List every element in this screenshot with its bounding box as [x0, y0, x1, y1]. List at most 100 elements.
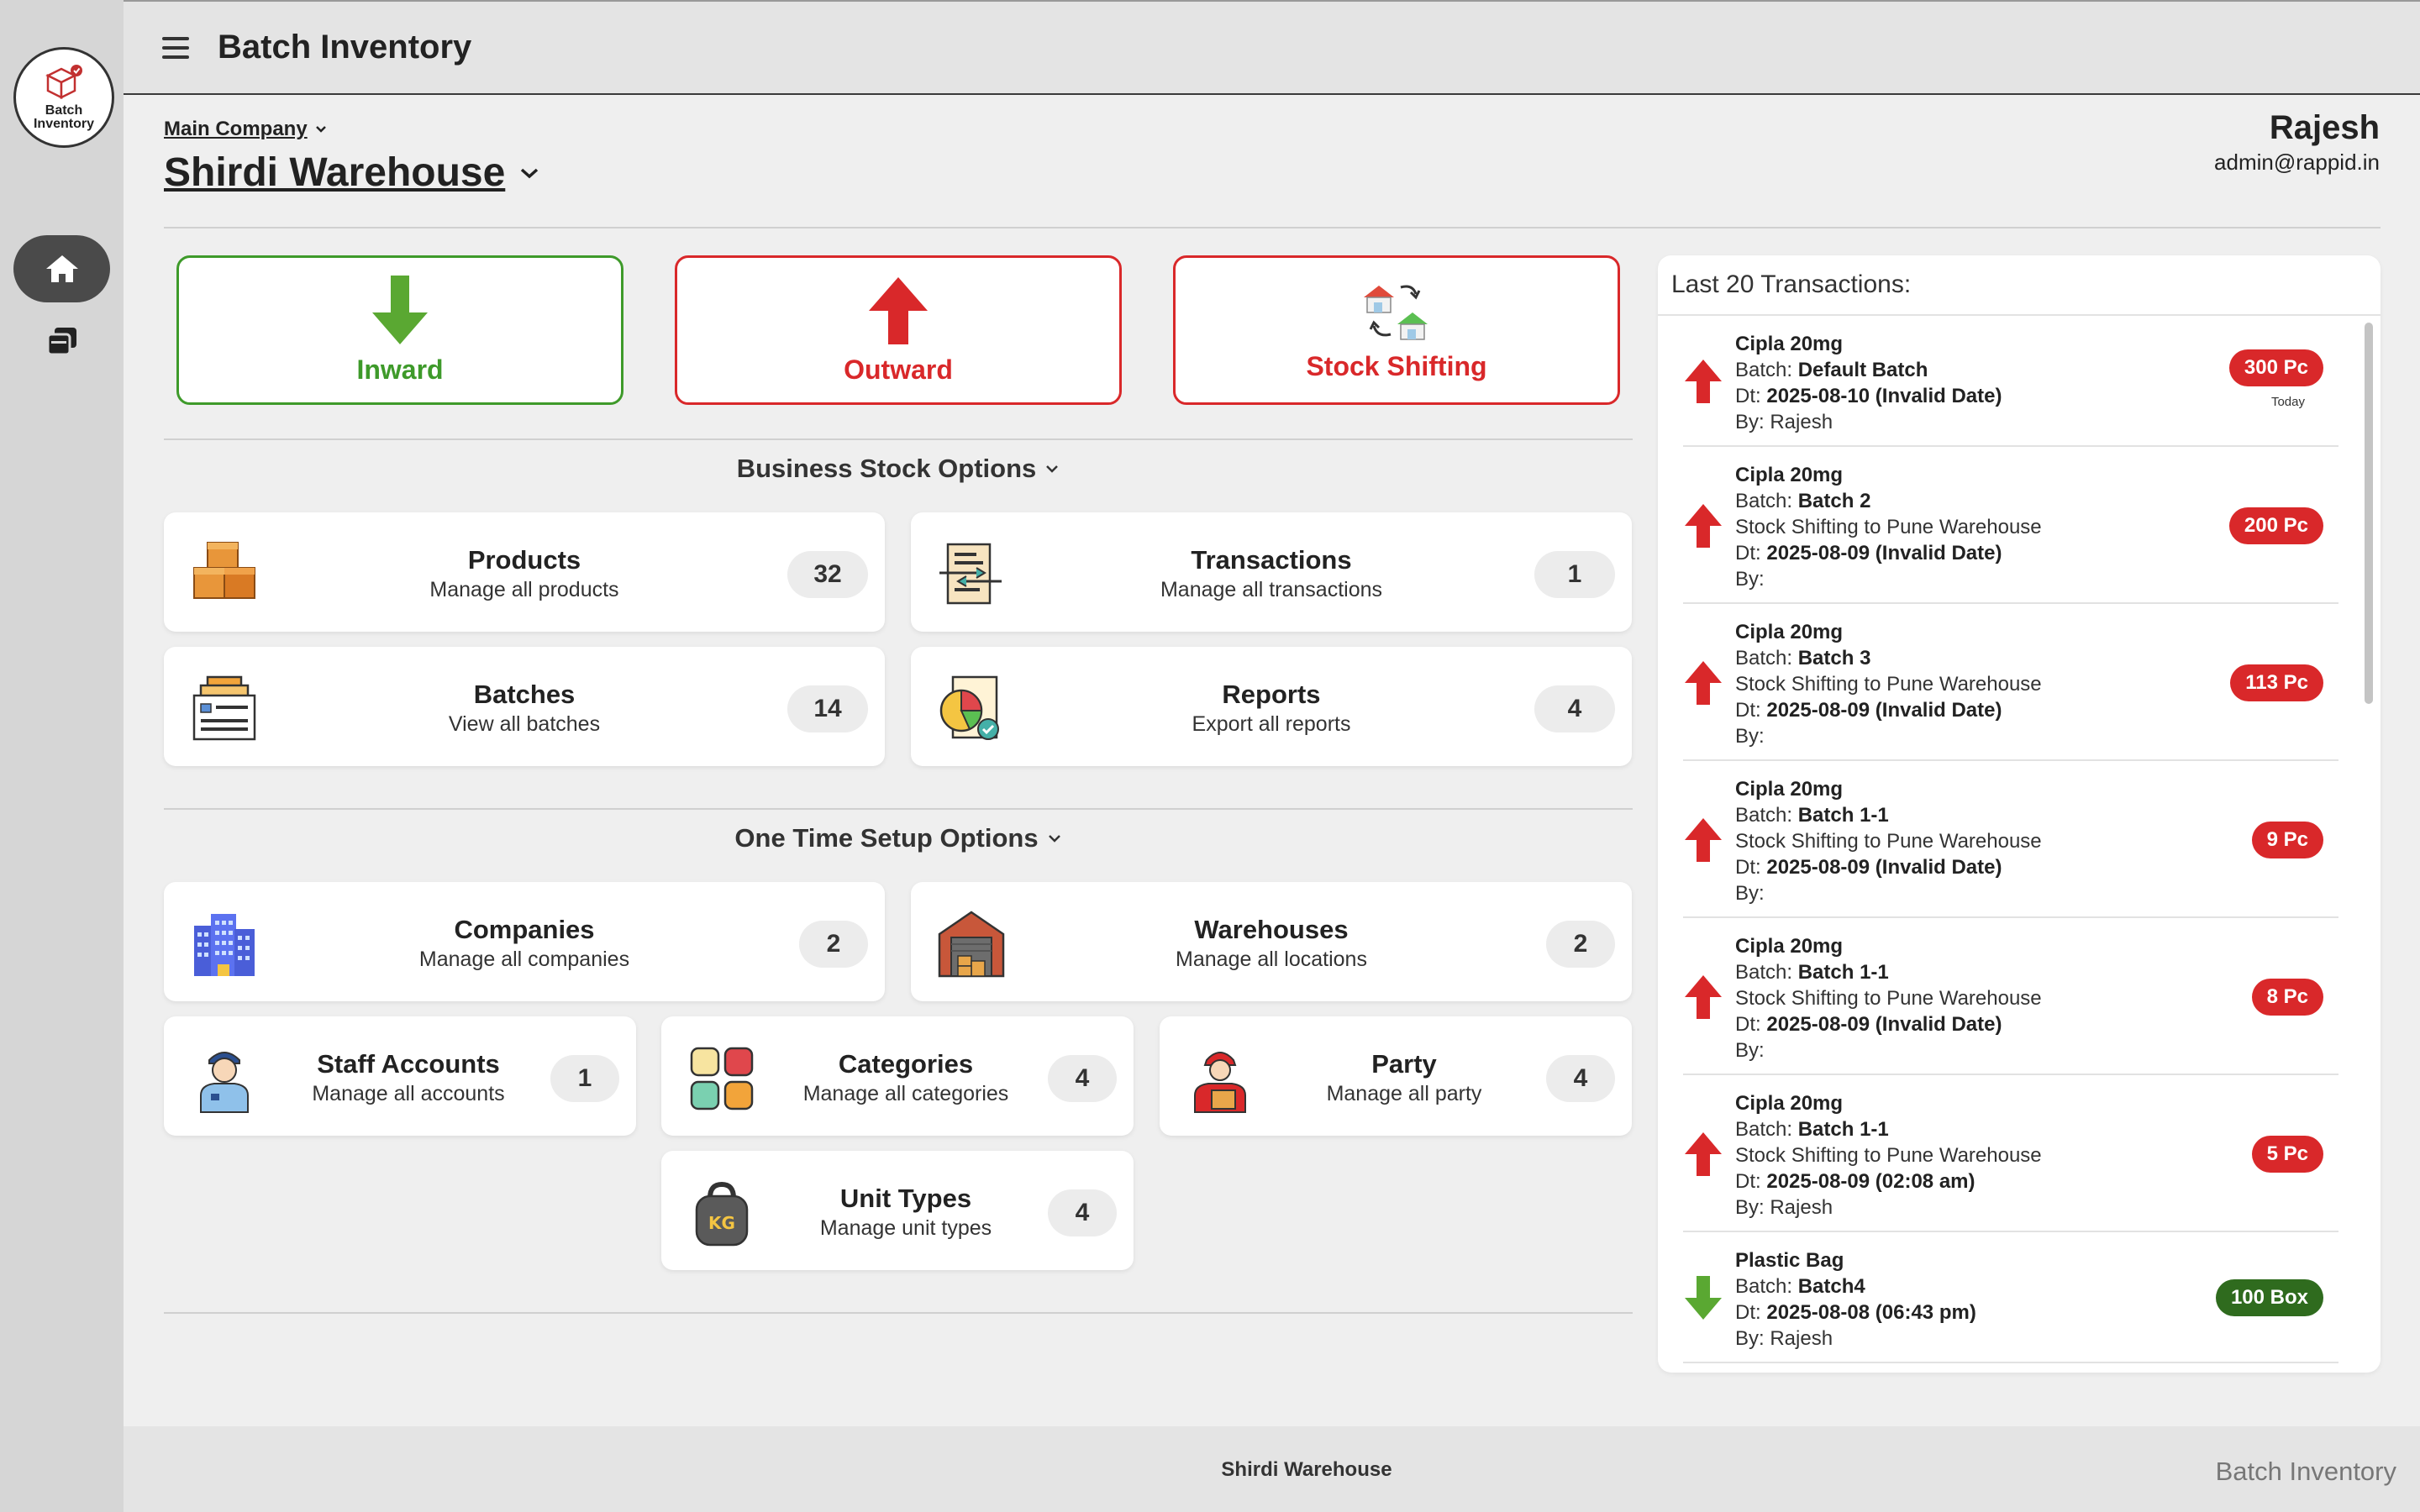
- arrow-up-icon: [1685, 1132, 1722, 1176]
- by-label: By:: [1735, 725, 1765, 748]
- reports-count: 4: [1534, 685, 1615, 732]
- divider: [164, 808, 1633, 810]
- products-card[interactable]: Products Manage all products 32: [164, 512, 885, 632]
- weight-icon: KG: [695, 1181, 749, 1247]
- stock-shifting-icon: [1364, 285, 1428, 340]
- transaction-batch: Batch 1-1: [1797, 961, 1889, 984]
- staff-count: 1: [550, 1055, 619, 1102]
- business-options-toggle[interactable]: Business Stock Options: [164, 454, 1633, 484]
- footer: Shirdi Warehouse Batch Inventory: [124, 1426, 2420, 1512]
- nav-batches[interactable]: [40, 319, 84, 363]
- warehouses-card[interactable]: Warehouses Manage all locations 2: [911, 882, 1632, 1001]
- stacked-cards-icon: [46, 328, 76, 356]
- stock-shifting-button[interactable]: Stock Shifting: [1173, 255, 1620, 405]
- transaction-user: Rajesh: [1770, 1196, 1833, 1219]
- transaction-date: 2025-08-08 (06:43 pm): [1766, 1301, 1976, 1324]
- staff-text: Staff Accounts Manage all accounts: [265, 1048, 552, 1107]
- transaction-row[interactable]: Cipla 20mg Batch: Batch 2 Stock Shifting t…: [1683, 447, 2338, 604]
- transaction-row[interactable]: Cipla 20mg Batch: Default Batch Dt: 2025-0…: [1683, 316, 2338, 447]
- batch-label: Batch:: [1735, 1275, 1798, 1298]
- transaction-date: 2025-08-10 (Invalid Date): [1766, 385, 2002, 407]
- categories-count: 4: [1048, 1055, 1117, 1102]
- unit-types-count: 4: [1048, 1189, 1117, 1236]
- unit-types-card[interactable]: KG Unit Types Manage unit types 4: [661, 1151, 1134, 1270]
- transaction-details: Cipla 20mg Batch: Batch 1-1 Stock Shifting…: [1735, 933, 2042, 1063]
- setup-options-toggle[interactable]: One Time Setup Options: [164, 823, 1633, 853]
- divider: [164, 227, 2381, 228]
- transaction-details: Cipla 20mg Batch: Batch 3 Stock Shifting t…: [1735, 619, 2042, 749]
- date-label: Dt:: [1735, 1170, 1767, 1193]
- companies-text: Companies Manage all companies: [265, 914, 784, 973]
- batches-subtitle: View all batches: [448, 712, 601, 736]
- transaction-product: Cipla 20mg: [1735, 1092, 1844, 1115]
- arrow-down-icon: [372, 275, 428, 344]
- date-label: Dt:: [1735, 385, 1767, 407]
- date-label: Dt:: [1735, 699, 1767, 722]
- date-label: Dt:: [1735, 1301, 1767, 1324]
- company-selector[interactable]: Main Company: [164, 118, 328, 141]
- app-logo[interactable]: Batch Inventory: [13, 47, 114, 148]
- transaction-row[interactable]: Cipla 20mg Batch: Batch 1-1 Stock Shifting…: [1683, 918, 2338, 1075]
- staff-icon: [200, 1052, 249, 1113]
- transaction-row[interactable]: Plastic Bag Batch: Batch4 Dt: 2025-08-08 (…: [1683, 1232, 2338, 1363]
- transaction-note: Stock Shifting to Pune Warehouse: [1735, 1144, 2042, 1167]
- products-subtitle: Manage all products: [429, 578, 619, 601]
- warehouses-count: 2: [1546, 921, 1615, 968]
- quantity-badge: 8 Pc: [2251, 979, 2323, 1016]
- date-label: Dt:: [1735, 542, 1767, 564]
- chevron-down-icon: [315, 126, 326, 133]
- transactions-list: Cipla 20mg Batch: Default Batch Dt: 2025-0…: [1658, 316, 2381, 1363]
- sidebar: Batch Inventory: [0, 0, 124, 1512]
- batch-label: Batch:: [1735, 359, 1798, 381]
- warehouse-selector[interactable]: Shirdi Warehouse: [164, 150, 540, 196]
- batch-label: Batch:: [1735, 647, 1798, 669]
- transaction-row[interactable]: Cipla 20mg Batch: Batch 1-1 Stock Shifting…: [1683, 761, 2338, 918]
- quantity-badge: 100 Box: [2215, 1279, 2323, 1316]
- scrollbar[interactable]: [2365, 323, 2373, 704]
- batches-count: 14: [787, 685, 868, 732]
- setup-options-title: One Time Setup Options: [734, 823, 1039, 853]
- transaction-details: Cipla 20mg Batch: Batch 1-1 Stock Shifting…: [1735, 1090, 2042, 1221]
- inward-button[interactable]: Inward: [176, 255, 623, 405]
- batches-text: Batches View all batches: [265, 679, 784, 738]
- transaction-row[interactable]: Cipla 20mg Batch: Batch 3 Stock Shifting t…: [1683, 604, 2338, 761]
- transaction-day-label: Today: [2270, 395, 2305, 409]
- companies-card[interactable]: Companies Manage all companies 2: [164, 882, 885, 1001]
- transaction-details: Cipla 20mg Batch: Batch 2 Stock Shifting t…: [1735, 462, 2042, 592]
- quantity-badge: 5 Pc: [2251, 1136, 2323, 1173]
- transaction-user: Rajesh: [1770, 1327, 1833, 1350]
- categories-card[interactable]: Categories Manage all categories 4: [661, 1016, 1134, 1136]
- nav-home[interactable]: [13, 235, 110, 302]
- warehouses-subtitle: Manage all locations: [1176, 948, 1367, 971]
- footer-app-name: Batch Inventory: [2215, 1457, 2396, 1486]
- home-icon: [45, 255, 78, 282]
- logo-text: Batch Inventory: [34, 104, 94, 131]
- transaction-product: Cipla 20mg: [1735, 621, 1844, 643]
- by-label: By:: [1735, 411, 1770, 433]
- outward-button[interactable]: Outward: [675, 255, 1122, 405]
- transaction-note: Stock Shifting to Pune Warehouse: [1735, 987, 2042, 1010]
- transactions-title: Transactions: [1191, 545, 1352, 575]
- batches-icon: [192, 675, 256, 741]
- menu-icon[interactable]: [162, 36, 189, 59]
- transaction-date: 2025-08-09 (Invalid Date): [1766, 542, 2002, 564]
- batches-card[interactable]: Batches View all batches 14: [164, 647, 885, 766]
- transactions-text: Transactions Manage all transactions: [1012, 544, 1531, 603]
- party-card[interactable]: Party Manage all party 4: [1160, 1016, 1632, 1136]
- transaction-product: Plastic Bag: [1735, 1249, 1844, 1272]
- by-label: By:: [1735, 1327, 1770, 1350]
- transactions-card[interactable]: Transactions Manage all transactions 1: [911, 512, 1632, 632]
- reports-card[interactable]: Reports Export all reports 4: [911, 647, 1632, 766]
- staff-accounts-card[interactable]: Staff Accounts Manage all accounts 1: [164, 1016, 636, 1136]
- transactions-icon: [939, 543, 1002, 605]
- companies-title: Companies: [454, 915, 595, 944]
- staff-title: Staff Accounts: [317, 1049, 500, 1079]
- outward-label: Outward: [844, 354, 953, 385]
- categories-text: Categories Manage all categories: [762, 1048, 1050, 1107]
- reports-icon: [939, 675, 999, 740]
- transaction-row[interactable]: Cipla 20mg Batch: Batch 1-1 Stock Shifting…: [1683, 1075, 2338, 1232]
- boxes-icon: [193, 542, 255, 599]
- transaction-batch: Batch4: [1797, 1275, 1865, 1298]
- date-label: Dt:: [1735, 1013, 1767, 1036]
- transaction-product: Cipla 20mg: [1735, 333, 1844, 355]
